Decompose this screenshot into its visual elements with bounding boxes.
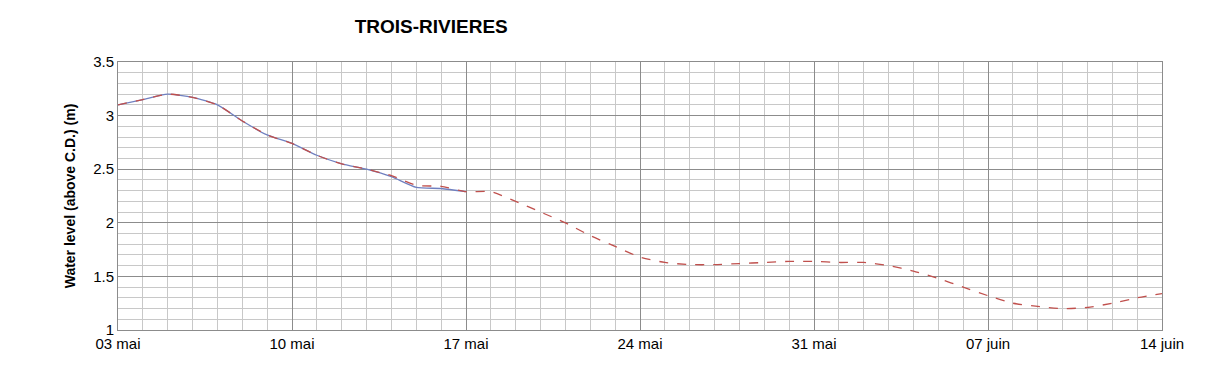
- svg-text:03 mai: 03 mai: [95, 335, 140, 352]
- svg-text:2: 2: [106, 214, 114, 231]
- svg-text:3: 3: [106, 107, 114, 124]
- svg-text:24 mai: 24 mai: [617, 335, 662, 352]
- svg-text:14 juin: 14 juin: [1140, 335, 1184, 352]
- svg-text:1.5: 1.5: [93, 268, 114, 285]
- svg-text:3.5: 3.5: [93, 53, 114, 70]
- svg-text:17 mai: 17 mai: [443, 335, 488, 352]
- svg-text:Water level (above C.D.) (m): Water level (above C.D.) (m): [62, 104, 78, 289]
- svg-text:1: 1: [106, 321, 114, 338]
- svg-text:07 juin: 07 juin: [966, 335, 1010, 352]
- svg-text:10 mai: 10 mai: [269, 335, 314, 352]
- svg-text:TROIS-RIVIERES: TROIS-RIVIERES: [355, 16, 508, 37]
- svg-text:2.5: 2.5: [93, 160, 114, 177]
- svg-text:31 mai: 31 mai: [791, 335, 836, 352]
